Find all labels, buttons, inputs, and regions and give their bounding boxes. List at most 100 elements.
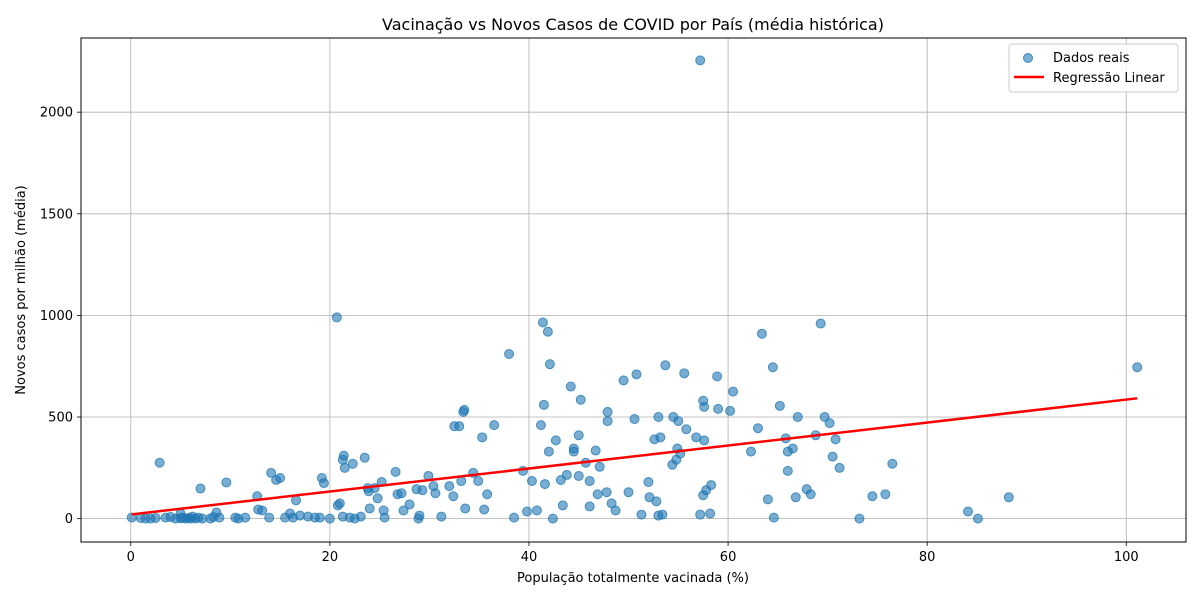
scatter-point: [372, 493, 383, 504]
scatter-point: [657, 509, 668, 520]
scatter-point: [477, 432, 488, 443]
scatter-point: [557, 500, 568, 511]
plot-frame: [80, 37, 1187, 543]
scatter-point: [482, 489, 493, 500]
scatter-point: [699, 435, 710, 446]
scatter-point: [275, 472, 286, 483]
scatter-point: [473, 476, 484, 487]
scatter-point: [880, 489, 891, 500]
scatter-point: [396, 488, 407, 499]
scatter-point: [364, 503, 375, 514]
scatter-point: [695, 509, 706, 520]
scatter-point: [543, 446, 554, 457]
scatter-point: [535, 420, 546, 431]
y-tick-label: 1000: [40, 309, 73, 324]
scatter-point: [594, 461, 605, 472]
y-tick-label: 0: [65, 512, 73, 527]
scatter-point: [618, 375, 629, 386]
scatter-point: [547, 513, 558, 524]
scatter-point: [331, 312, 342, 323]
scatter-point: [291, 495, 302, 506]
regression-line: [131, 397, 1138, 516]
scatter-point: [601, 487, 612, 498]
scatter-point: [531, 505, 542, 516]
scatter-point: [257, 505, 268, 516]
scatter-point: [867, 491, 878, 502]
scatter-point: [787, 443, 798, 454]
scatter-point: [444, 481, 455, 492]
scatter-point: [417, 485, 428, 496]
scatter-point: [962, 506, 973, 517]
scatter-points: [126, 55, 1143, 524]
scatter-point: [347, 458, 358, 469]
scatter-point: [584, 476, 595, 487]
scatter-point: [745, 446, 756, 457]
scatter-point: [713, 403, 724, 414]
scatter-point: [592, 489, 603, 500]
scatter-point: [830, 434, 841, 445]
scatter-point: [539, 479, 550, 490]
scatter-point: [834, 462, 845, 473]
scatter-point: [542, 326, 553, 337]
scatter-point: [338, 450, 349, 461]
scatter-point: [339, 462, 350, 473]
scatter-point: [725, 405, 736, 416]
scatter-point: [264, 512, 275, 523]
scatter-point: [489, 420, 500, 431]
scatter-point: [728, 386, 739, 397]
scatter-point: [390, 466, 401, 477]
legend-marker-dados-reais: [1023, 53, 1033, 63]
scatter-point: [568, 443, 579, 454]
scatter-point: [355, 511, 366, 522]
scatter-point: [790, 492, 801, 503]
scatter-point: [538, 399, 549, 410]
scatter-point: [150, 513, 161, 524]
scatter-point: [602, 416, 613, 427]
scatter-point: [631, 369, 642, 380]
legend: Dados reais Regressão Linear: [1008, 43, 1179, 93]
scatter-point: [504, 349, 515, 360]
chart-title: Vacinação vs Novos Casos de COVID por Pa…: [382, 15, 884, 34]
grid-lines: [81, 38, 1186, 542]
scatter-point: [240, 512, 251, 523]
scatter-point: [573, 430, 584, 441]
scatter-point: [695, 55, 706, 66]
scatter-point: [679, 368, 690, 379]
scatter-point: [214, 512, 225, 523]
scatter-point: [756, 328, 767, 339]
x-tick-label: 40: [521, 550, 538, 565]
scatter-point: [636, 509, 647, 520]
y-tick-label: 1500: [40, 207, 73, 222]
scatter-point: [972, 513, 983, 524]
scatter-point: [430, 488, 441, 499]
scatter-point: [815, 318, 826, 329]
y-tick-label: 500: [48, 411, 73, 426]
scatter-point: [824, 418, 835, 429]
scatter-point: [526, 476, 537, 487]
scatter-point: [653, 412, 664, 423]
scatter-point: [436, 511, 447, 522]
scatter-point: [334, 498, 345, 509]
scatter-point: [623, 487, 634, 498]
scatter-point: [699, 401, 710, 412]
scatter-point: [782, 465, 793, 476]
scatter-point: [887, 458, 898, 469]
scatter-point: [324, 513, 335, 524]
scatter-point: [602, 406, 613, 417]
scatter-point: [610, 505, 621, 516]
scatter-point: [655, 432, 666, 443]
legend-box: [1008, 43, 1179, 93]
scatter-point: [221, 477, 232, 488]
scatter-point: [712, 371, 723, 382]
scatter-point: [1003, 492, 1014, 503]
x-tick-label: 100: [1114, 550, 1139, 565]
scatter-point: [537, 317, 548, 328]
regression-line-layer: [131, 397, 1138, 516]
scatter-point: [521, 506, 532, 517]
scatter-point: [673, 416, 684, 427]
scatter-point: [266, 467, 277, 478]
scatter-point: [660, 360, 671, 371]
scatter-point: [575, 394, 586, 405]
